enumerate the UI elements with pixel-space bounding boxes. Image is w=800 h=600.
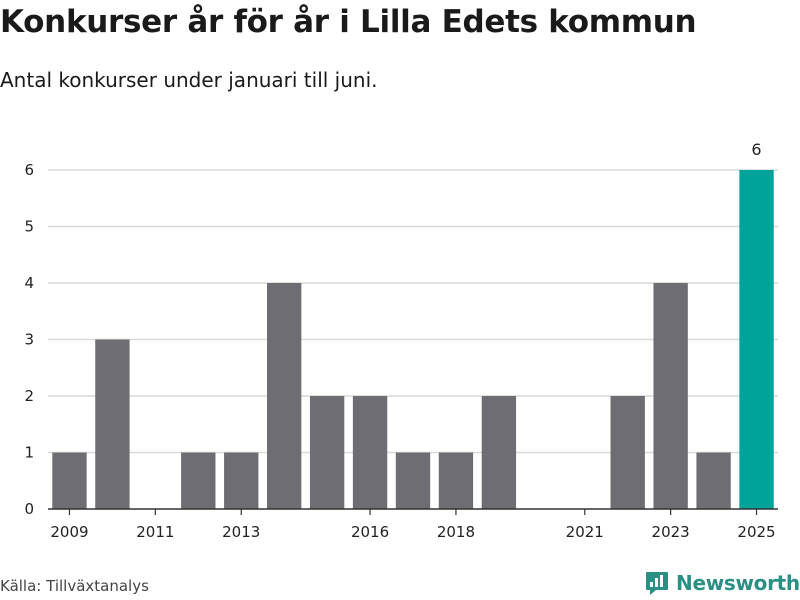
x-tick-label: 2021 <box>566 523 604 541</box>
bar <box>52 452 87 509</box>
x-tick-label: 2011 <box>136 523 174 541</box>
bar <box>224 452 259 509</box>
x-tick-label: 2023 <box>652 523 690 541</box>
chart-title: Konkurser år för år i Lilla Edets kommun <box>0 4 697 40</box>
bar <box>739 170 774 509</box>
bar <box>267 283 302 509</box>
x-tick-label: 2016 <box>351 523 389 541</box>
chart-subtitle: Antal konkurser under januari till juni. <box>0 68 378 92</box>
bar <box>696 452 731 509</box>
y-tick-label: 5 <box>24 218 34 236</box>
bar <box>481 396 517 509</box>
y-tick-label: 3 <box>24 331 34 349</box>
source-note: Källa: Tillväxtanalys <box>0 577 149 595</box>
y-tick-label: 4 <box>24 274 34 292</box>
brand-name: Newsworthy <box>676 571 800 595</box>
y-tick-label: 1 <box>24 444 34 462</box>
x-tick-label: 2025 <box>737 523 775 541</box>
bar <box>181 452 216 509</box>
x-tick-label: 2018 <box>437 523 475 541</box>
y-tick-label: 2 <box>24 387 34 405</box>
bar <box>309 396 345 509</box>
bar <box>610 396 645 509</box>
bar <box>395 452 431 509</box>
bar <box>95 339 130 509</box>
bar <box>653 283 688 509</box>
bar-chart: 0 1 2 3 4 5 6 6 2009 2011 2013 2016 2018 2021 2023 2025 <box>24 140 778 541</box>
brand-logo[interactable]: Newsworthy <box>644 570 800 596</box>
data-label: 6 <box>751 140 761 159</box>
bar <box>352 396 388 509</box>
x-tick-label: 2009 <box>50 523 88 541</box>
y-tick-label: 6 <box>24 161 34 179</box>
y-tick-label: 0 <box>24 500 34 518</box>
bar <box>438 452 474 509</box>
newsworthy-logo-icon <box>646 572 668 595</box>
x-tick-label: 2013 <box>222 523 260 541</box>
